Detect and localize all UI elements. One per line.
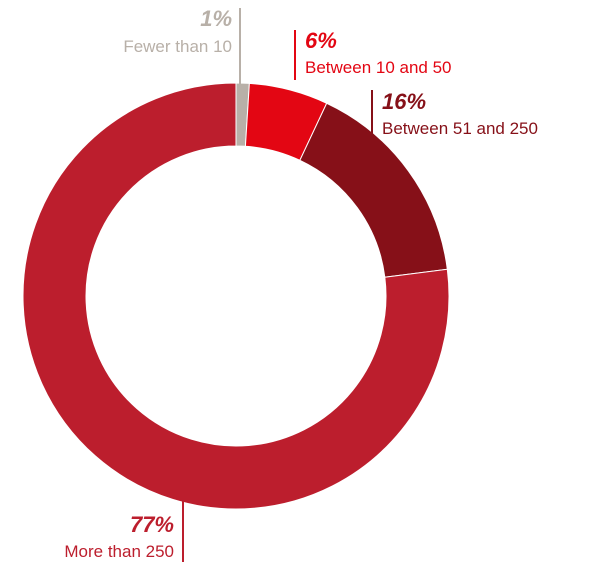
pct-label-more-than-250: 77% [130,512,174,537]
category-label-between-10-and-50: Between 10 and 50 [305,58,452,77]
category-label-fewer-than-10: Fewer than 10 [123,37,232,56]
category-label-between-51-and-250: Between 51 and 250 [382,119,538,138]
pct-label-fewer-than-10: 1% [200,6,232,31]
pct-label-between-10-and-50: 6% [305,28,337,53]
callout-fewer-than-10: 1% Fewer than 10 [123,6,241,84]
category-label-more-than-250: More than 250 [64,542,174,561]
callout-between-51-and-250: 16% Between 51 and 250 [371,89,538,140]
pct-label-between-51-and-250: 16% [382,89,426,114]
callout-between-10-and-50: 6% Between 10 and 50 [294,28,452,80]
slice-more-than-250 [22,82,450,510]
donut-slices [22,82,450,510]
callout-more-than-250: 77% More than 250 [64,490,184,562]
